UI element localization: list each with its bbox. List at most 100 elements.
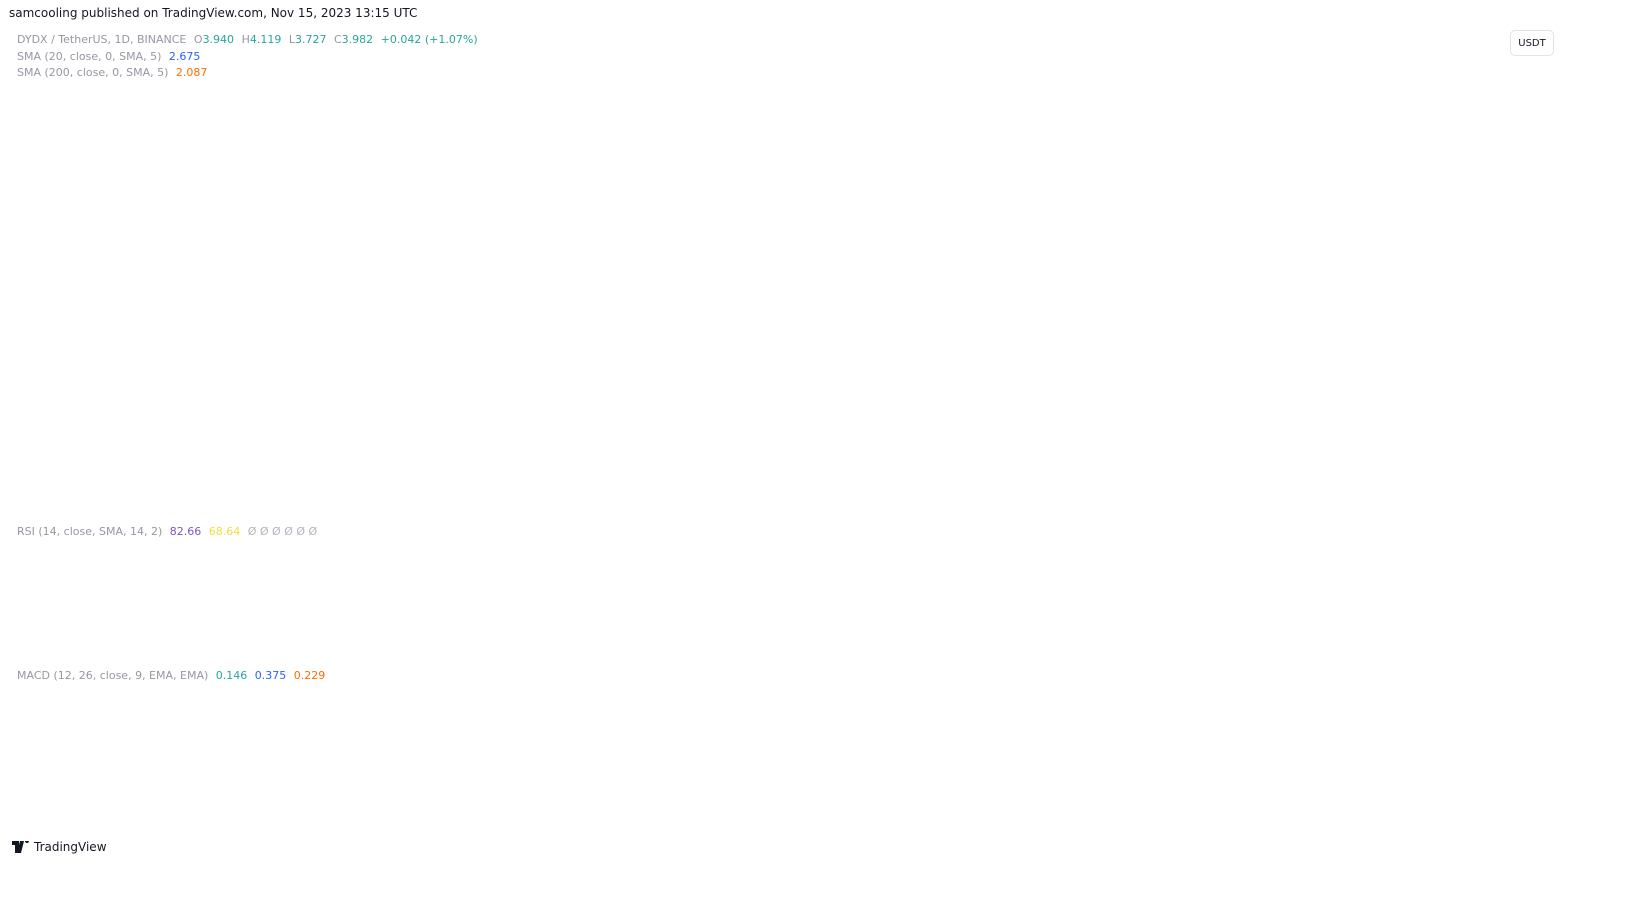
macd-histogram-bar: [646, 757, 653, 762]
rsi-legend[interactable]: RSI (14, close, SMA, 14, 2) 82.66 68.64 …: [17, 525, 321, 538]
rsi-line: [9, 528, 1399, 663]
candle-body: [509, 405, 515, 411]
candle-body: [552, 378, 558, 384]
macd-histogram-bar: [1264, 742, 1271, 757]
macd-histogram-bar: [595, 757, 602, 759]
macd-histogram-bar: [981, 755, 988, 757]
candle-body: [639, 398, 645, 404]
macd-histogram-bar: [1344, 754, 1351, 757]
macd-histogram-bar: [116, 757, 123, 760]
candle-body: [189, 388, 195, 394]
sma20-legend[interactable]: SMA (20, close, 0, SMA, 5) 2.675: [17, 50, 204, 63]
macd-histogram-bar: [28, 757, 35, 760]
currency-button[interactable]: USDT: [1510, 30, 1554, 56]
candle-body: [669, 386, 675, 389]
candle-body: [232, 410, 238, 414]
candle-body: [131, 388, 137, 392]
ohlc-open: O3.940: [194, 33, 234, 46]
candle-body: [443, 415, 449, 419]
tradingview-logo[interactable]: TradingView: [12, 840, 107, 854]
candle-body: [690, 371, 696, 377]
macd-histogram-bar: [86, 756, 93, 758]
low-label: L: [288, 33, 295, 46]
ohlc-close: C3.982: [334, 33, 373, 46]
candle-body: [1127, 393, 1133, 397]
macd-histogram-bar: [43, 757, 50, 759]
candle-body: [283, 453, 289, 457]
publish-info: samcooling published on TradingView.com,…: [9, 6, 418, 20]
candle-body: [1301, 348, 1307, 358]
candle-body: [836, 376, 842, 379]
candle-body: [480, 415, 486, 421]
candle-body: [465, 418, 471, 420]
macd-histogram-bar: [1192, 757, 1199, 761]
rsi-label: RSI (14, close, SMA, 14, 2): [17, 525, 163, 538]
candle-body: [974, 396, 980, 401]
candle-body: [174, 382, 180, 387]
candle-body: [407, 376, 413, 379]
candle-body: [959, 398, 965, 404]
candle-body: [450, 418, 456, 421]
macd-histogram-bar: [1381, 744, 1388, 757]
macd-histogram-bar: [377, 748, 384, 757]
high-label: H: [241, 33, 250, 46]
macd-histogram-bar: [1133, 756, 1140, 757]
x-tick: Nov: [1286, 811, 1308, 824]
candle-body: [843, 376, 849, 387]
sma200-legend[interactable]: SMA (200, close, 0, SMA, 5) 2.087: [17, 66, 211, 79]
price-level-label: 2.926: [1512, 280, 1544, 293]
x-tick: Aug: [617, 811, 638, 824]
macd-histogram-bar: [174, 755, 181, 757]
candle-body: [625, 388, 631, 395]
candle-body: [22, 386, 28, 395]
candle-body: [1207, 413, 1213, 419]
macd-histogram-bar: [835, 754, 842, 757]
macd-legend[interactable]: MACD (12, 26, close, 9, EMA, EMA) 0.146 …: [17, 669, 329, 682]
candle-body: [392, 388, 398, 395]
candle-body: [698, 368, 704, 372]
candle-body: [43, 382, 49, 385]
candle-body: [1148, 415, 1154, 420]
macd-histogram-bar: [406, 745, 413, 757]
candle-body: [872, 386, 878, 392]
candle-body: [1330, 339, 1336, 346]
candle-body: [261, 456, 267, 461]
ohlc-high: H4.119: [242, 33, 282, 46]
macd-histogram-bar: [1395, 729, 1402, 757]
candle-body: [778, 382, 784, 401]
candle-body: [916, 407, 922, 411]
rsi-band-background: [10, 558, 1505, 645]
macd-histogram-bar: [588, 756, 595, 758]
macd-histogram-bar: [1061, 754, 1068, 757]
macd-histogram-bar: [494, 757, 501, 760]
candle-body: [160, 388, 166, 392]
logo-text: TradingView: [34, 840, 107, 854]
high-value: 4.119: [249, 33, 282, 46]
candle-body: [94, 382, 100, 389]
price-tick: 2.500: [1511, 333, 1543, 346]
macd-histogram-bar: [428, 753, 435, 757]
macd-histogram-bar: [232, 757, 239, 762]
ohlc-low: L3.727: [289, 33, 327, 46]
price-tick: 2.000: [1511, 395, 1543, 408]
macd-histogram-bar: [552, 751, 559, 757]
macd-histogram-bar: [65, 756, 72, 757]
candle-body: [458, 419, 464, 421]
macd-histogram-bar: [966, 756, 973, 758]
symbol-label[interactable]: DYDX / TetherUS, 1D, BINANCE: [17, 33, 187, 46]
x-tick: 14: [715, 811, 729, 824]
macd-histogram-bar: [435, 756, 442, 757]
candle-body: [785, 376, 791, 383]
candle-body: [247, 407, 253, 449]
candle-body: [596, 391, 602, 394]
macd-histogram-bar: [952, 757, 959, 758]
macd-histogram-bar: [850, 757, 857, 758]
candle-body: [1163, 423, 1169, 426]
candle-body: [378, 405, 384, 414]
candle-body: [1003, 408, 1009, 411]
candle-body: [741, 403, 747, 408]
macd-histogram-bar: [995, 756, 1002, 758]
macd-histogram-bar: [1286, 748, 1293, 757]
price-level-label: 3.984: [1512, 132, 1544, 145]
